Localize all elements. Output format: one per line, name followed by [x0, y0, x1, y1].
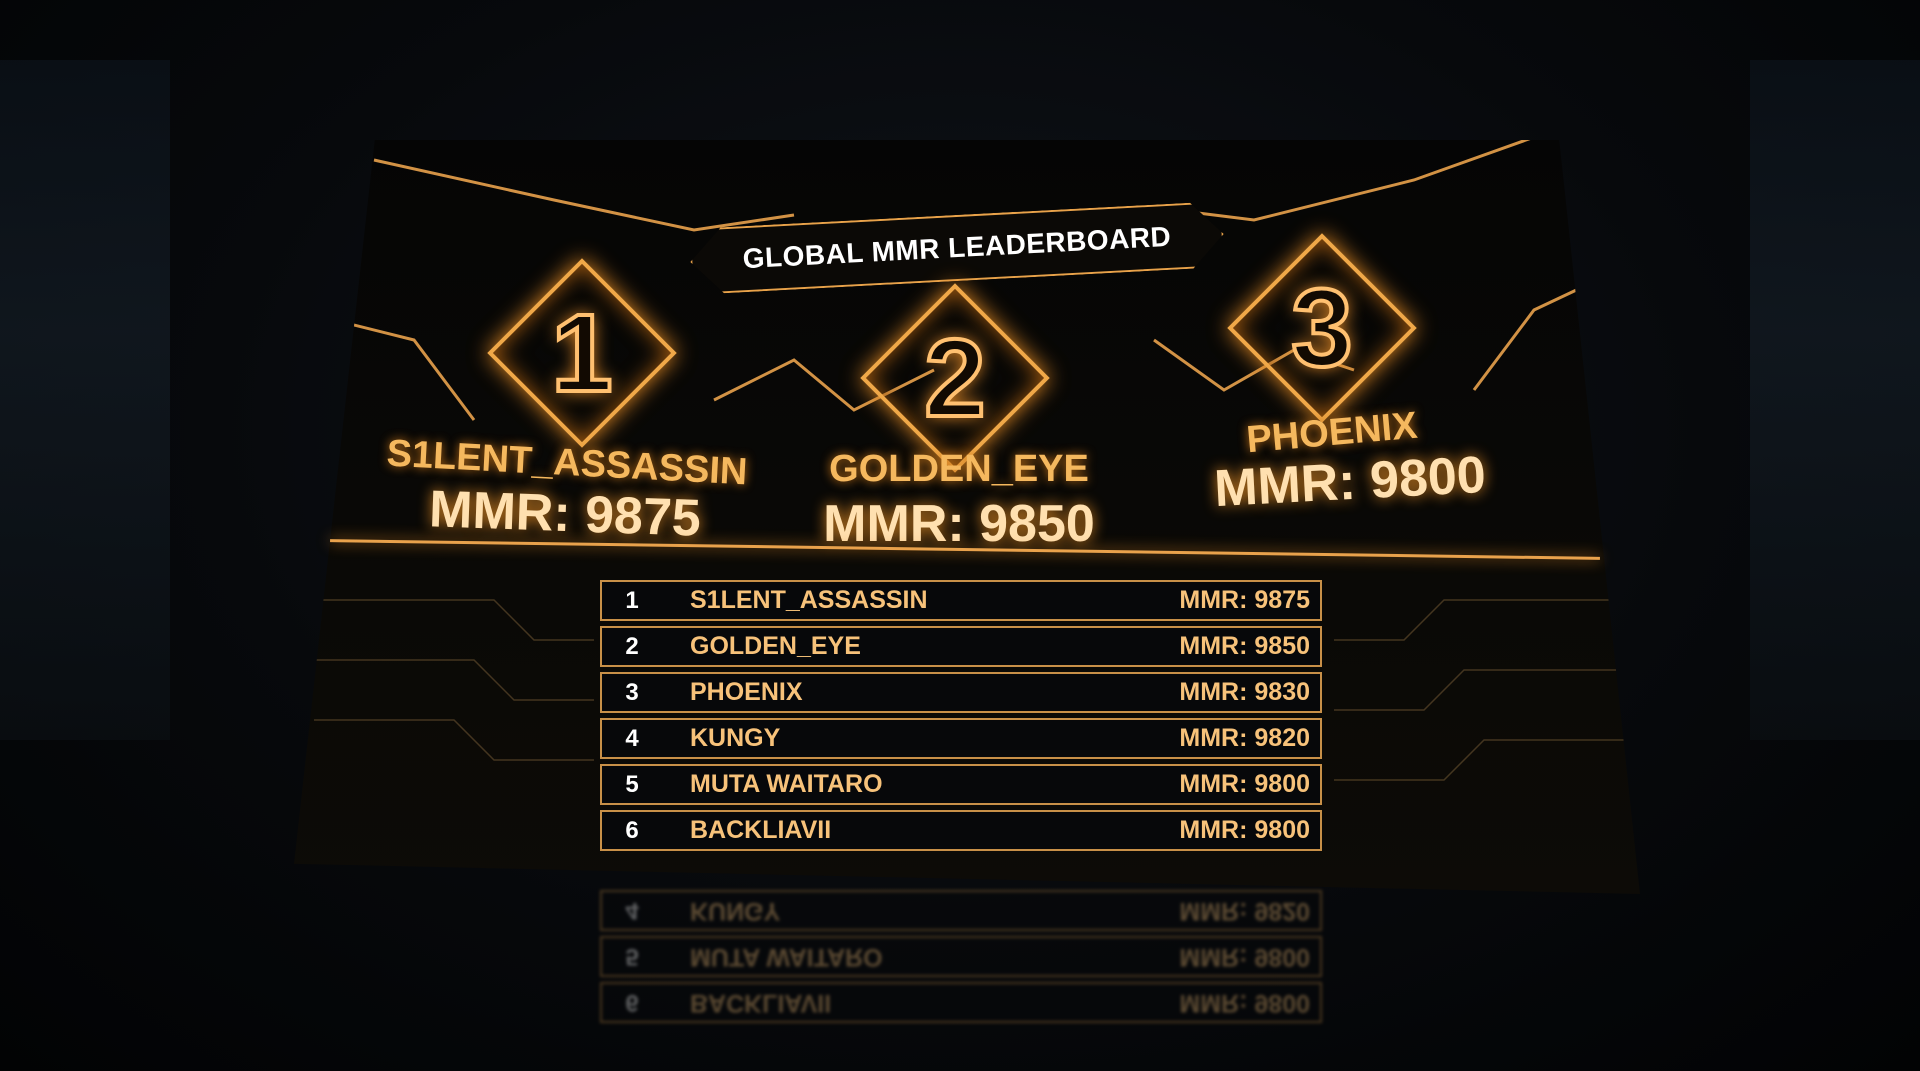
table-row: 4 KUNGY MMR: 9820: [600, 718, 1322, 759]
row-player: BACKLIAVII: [690, 816, 832, 844]
row-rank: 5: [625, 770, 639, 798]
row-rank: 4: [625, 724, 639, 752]
podium-1-mmr: MMR: 9875: [428, 480, 702, 548]
rank-1-number: 1: [549, 290, 614, 417]
row-player: MUTA WAITARO: [690, 770, 883, 798]
row-rank: 2: [625, 632, 639, 660]
arena-stands-right: [1750, 60, 1920, 740]
reflection-rank: 6: [625, 989, 639, 1017]
table-row: 2 GOLDEN_EYE MMR: 9850: [600, 626, 1322, 667]
row-player: GOLDEN_EYE: [690, 632, 861, 660]
reflection-row: 6 BACKLIAVII MMR: 9800: [600, 982, 1322, 1023]
circuit-decoration: [294, 140, 1640, 781]
floor-reflection: 6 BACKLIAVII MMR: 9800 5 MUTA WAITARO MMR: 9…: [600, 885, 1322, 1023]
reflection-player: KUNGY: [690, 897, 781, 925]
table-row: 6 BACKLIAVII MMR: 9800: [600, 810, 1322, 851]
leaderboard-table: 1 S1LENT_ASSASSIN MMR: 9875 2 GOLDEN_EYE MMR…: [600, 580, 1322, 856]
row-rank: 6: [625, 816, 639, 844]
row-player: PHOENIX: [690, 678, 803, 706]
podium-2-name: GOLDEN_EYE: [829, 448, 1089, 490]
reflection-player: MUTA WAITARO: [690, 943, 883, 971]
row-mmr: MMR: 9830: [1179, 678, 1310, 706]
table-row: 3 PHOENIX MMR: 9830: [600, 672, 1322, 713]
row-mmr: MMR: 9820: [1179, 724, 1310, 752]
reflection-rank: 4: [625, 897, 639, 925]
table-row: 5 MUTA WAITARO MMR: 9800: [600, 764, 1322, 805]
podium-2-mmr: MMR: 9850: [823, 495, 1095, 553]
row-mmr: MMR: 9800: [1179, 770, 1310, 798]
reflection-row: 4 KUNGY MMR: 9820: [600, 890, 1322, 931]
reflection-mmr: MMR: 9820: [1179, 897, 1310, 925]
arena-stands-left: [0, 60, 170, 740]
table-row: 1 S1LENT_ASSASSIN MMR: 9875: [600, 580, 1322, 621]
row-mmr: MMR: 9875: [1179, 586, 1310, 614]
rank-2-badge: 2: [870, 293, 1040, 463]
row-mmr: MMR: 9800: [1179, 816, 1310, 844]
reflection-mmr: MMR: 9800: [1179, 989, 1310, 1017]
rank-1-badge: 1: [497, 268, 667, 438]
row-player: KUNGY: [690, 724, 781, 752]
rank-3-badge: 3: [1237, 243, 1407, 413]
reflection-rank: 5: [625, 943, 639, 971]
reflection-mmr: MMR: 9800: [1179, 943, 1310, 971]
row-rank: 1: [625, 586, 639, 614]
reflection-player: BACKLIAVII: [690, 989, 832, 1017]
rank-3-number: 3: [1289, 265, 1354, 392]
leaderboard-title: GLOBAL MMR LEADERBOARD: [741, 220, 1172, 275]
row-rank: 3: [625, 678, 639, 706]
rank-2-number: 2: [922, 315, 987, 442]
reflection-row: 5 MUTA WAITARO MMR: 9800: [600, 936, 1322, 977]
row-player: S1LENT_ASSASSIN: [690, 586, 928, 614]
row-mmr: MMR: 9850: [1179, 632, 1310, 660]
